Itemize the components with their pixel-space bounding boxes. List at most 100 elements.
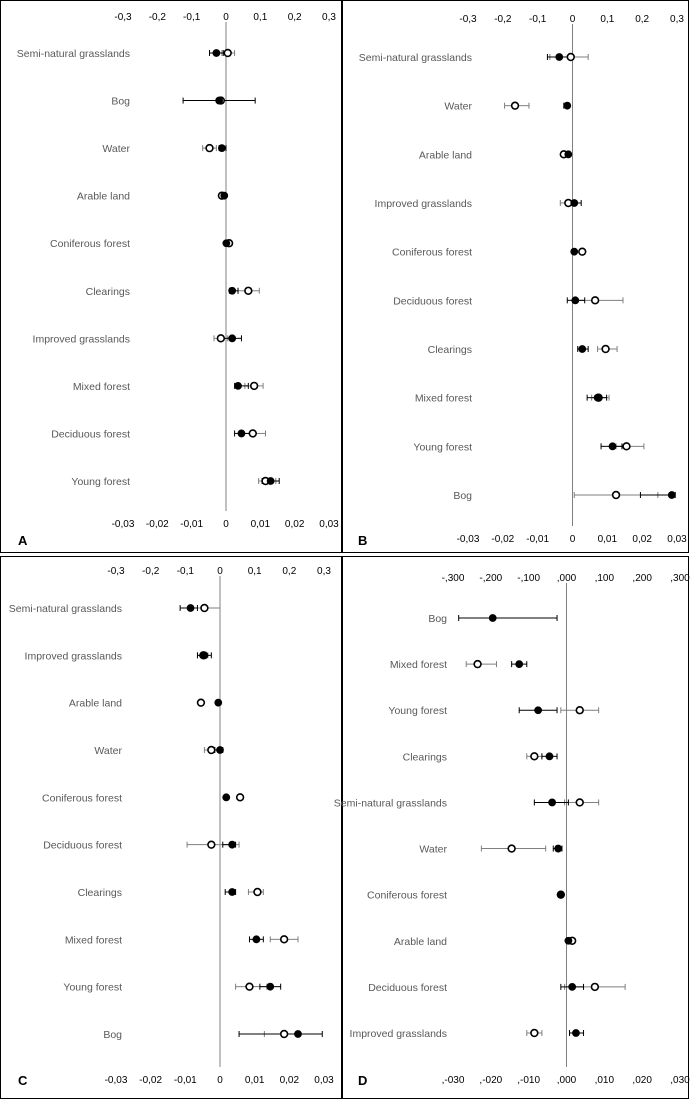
category-label: Semi-natural grasslands xyxy=(359,52,472,64)
category-label: Water xyxy=(94,745,122,757)
top-tick-label: -,300 xyxy=(442,573,465,584)
filled-point xyxy=(564,936,573,945)
panel-border xyxy=(0,556,342,1099)
category-label: Improved grasslands xyxy=(33,333,130,345)
open-point xyxy=(200,603,209,613)
filled-point xyxy=(556,890,565,899)
open-point xyxy=(223,48,232,58)
top-tick-label: ,200 xyxy=(632,573,652,584)
filled-point xyxy=(252,935,261,944)
category-label: Coniferous forest xyxy=(42,792,122,804)
top-tick-label: 0,2 xyxy=(635,14,649,25)
filled-point xyxy=(572,1029,580,1037)
category-label: Semi-natural grasslands xyxy=(334,797,447,809)
category-label: Bog xyxy=(103,1029,122,1041)
category-label: Arable land xyxy=(77,191,130,203)
top-tick-label: -0,1 xyxy=(183,12,201,23)
bottom-tick-label: 0 xyxy=(223,519,229,530)
filled-point xyxy=(568,982,577,991)
filled-point xyxy=(555,53,564,61)
category-label: Clearings xyxy=(428,344,472,356)
bottom-tick-label: 0 xyxy=(217,1075,223,1086)
bottom-tick-label: 0,01 xyxy=(251,519,271,530)
open-point xyxy=(473,659,482,669)
filled-point xyxy=(222,793,231,802)
top-tick-label: 0,3 xyxy=(317,566,331,577)
bottom-tick-label: 0,02 xyxy=(285,519,305,530)
bottom-tick-label: -0,02 xyxy=(139,1075,162,1086)
filled-point xyxy=(294,1030,302,1038)
filled-point xyxy=(228,286,237,295)
category-label: Bog xyxy=(428,613,447,625)
panel-d: -,300 -,200 -,100 ,000 ,100 ,200 ,300 ,-030 ,-02… xyxy=(334,556,690,1099)
filled-point xyxy=(217,144,226,153)
filled-point xyxy=(228,888,237,896)
filled-point xyxy=(228,840,237,849)
open-point xyxy=(578,247,587,256)
open-point xyxy=(244,286,253,295)
category-label: Young forest xyxy=(71,476,130,488)
category-label: Coniferous forest xyxy=(392,247,472,259)
bottom-tick-label: -0,01 xyxy=(174,1075,197,1086)
top-tick-label: 0,2 xyxy=(282,566,296,577)
open-point xyxy=(601,344,610,354)
category-label: Improved grasslands xyxy=(350,1028,447,1040)
filled-point xyxy=(534,706,543,715)
filled-point xyxy=(667,491,676,499)
category-label: Improved grasslands xyxy=(375,198,472,210)
bottom-tick-label: ,-010 xyxy=(517,1075,540,1086)
bottom-tick-label: 0,03 xyxy=(314,1075,334,1086)
open-point xyxy=(575,798,584,807)
category-label: Coniferous forest xyxy=(367,890,447,902)
open-point xyxy=(253,887,262,897)
filled-point xyxy=(212,49,221,57)
top-tick-label: -,200 xyxy=(479,573,502,584)
top-tick-label: 0,3 xyxy=(322,12,336,23)
category-label: Mixed forest xyxy=(65,934,122,946)
filled-point xyxy=(220,191,229,200)
top-tick-label: -0,2 xyxy=(142,566,160,577)
filled-point xyxy=(488,614,497,622)
bottom-tick-label: -0,03 xyxy=(457,534,480,545)
open-point xyxy=(207,745,216,755)
category-label: Mixed forest xyxy=(415,393,472,405)
top-tick-label: 0,1 xyxy=(600,14,614,25)
category-label: Arable land xyxy=(419,149,472,161)
filled-point xyxy=(186,604,195,612)
category-label: Water xyxy=(102,143,130,155)
open-point xyxy=(279,1029,289,1039)
bottom-tick-label: ,030 xyxy=(670,1075,690,1086)
open-point xyxy=(279,935,289,944)
bottom-tick-label: ,020 xyxy=(632,1075,652,1086)
filled-point xyxy=(545,752,554,761)
bottom-tick-label: -0,01 xyxy=(526,534,549,545)
open-point xyxy=(507,844,516,853)
panel-letter: A xyxy=(18,533,28,548)
open-point xyxy=(590,982,600,992)
bottom-tick-label: 0,01 xyxy=(245,1075,265,1086)
bottom-tick-label: -0,02 xyxy=(491,534,514,545)
filled-point xyxy=(234,381,242,390)
filled-point xyxy=(564,150,573,159)
top-tick-label: ,000 xyxy=(557,573,577,584)
filled-point xyxy=(608,442,617,451)
open-point xyxy=(235,793,245,802)
top-tick-label: -0,1 xyxy=(177,566,195,577)
top-tick-label: 0 xyxy=(217,566,223,577)
top-tick-label: -,100 xyxy=(517,573,540,584)
open-point xyxy=(248,429,257,438)
panel-letter: C xyxy=(18,1073,28,1088)
top-tick-label: -0,2 xyxy=(149,12,167,23)
category-label: Clearings xyxy=(78,887,122,899)
top-tick-label: -0,3 xyxy=(107,566,125,577)
open-point xyxy=(245,982,254,991)
category-label: Bog xyxy=(453,490,472,502)
filled-point xyxy=(215,96,224,105)
bottom-tick-label: ,-030 xyxy=(442,1075,465,1086)
open-point xyxy=(611,490,621,500)
category-label: Mixed forest xyxy=(73,381,130,393)
panel-a: -0,3 -0,2 -0,1 0 0,1 0,2 0,3 -0,03 -0,02 -0,01 0 0,… xyxy=(0,0,342,553)
top-tick-label: ,100 xyxy=(595,573,615,584)
filled-point xyxy=(214,698,223,707)
category-label: Water xyxy=(444,101,472,113)
